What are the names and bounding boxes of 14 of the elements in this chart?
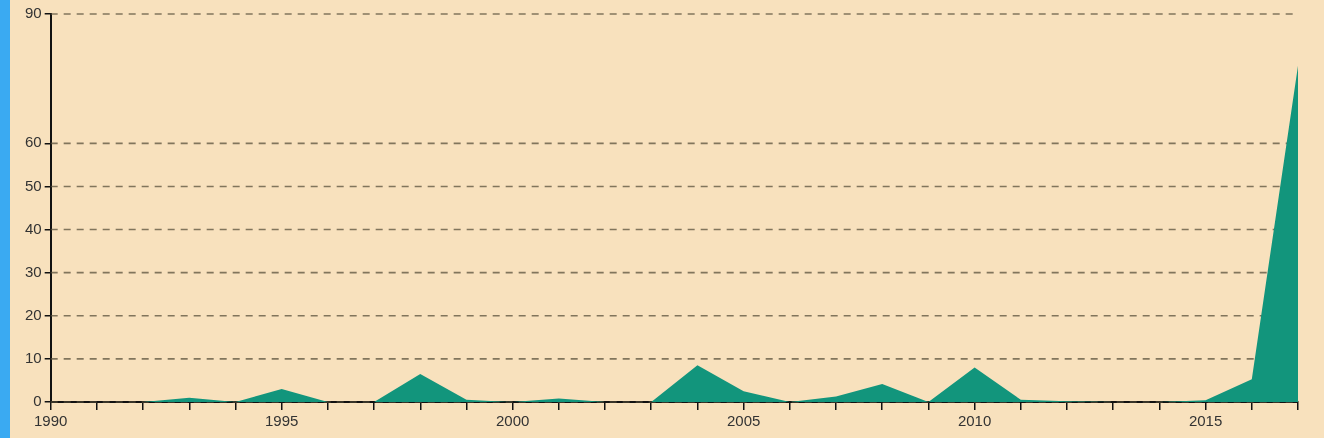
y-tick-label: 10 — [25, 349, 42, 367]
y-tick-label: 30 — [25, 262, 42, 280]
x-tick-label: 2015 — [1188, 412, 1223, 430]
y-tick-label: 90 — [25, 4, 42, 22]
x-tick-label: 1995 — [264, 412, 299, 430]
x-tick-label: 2000 — [495, 412, 530, 430]
x-tick-label: 2005 — [726, 412, 761, 430]
y-tick-label: 0 — [33, 392, 42, 410]
y-tick-label: 60 — [25, 133, 42, 151]
y-tick-label: 40 — [25, 219, 42, 237]
y-tick-label: 50 — [25, 176, 42, 194]
y-tick-label: 20 — [25, 305, 42, 323]
x-tick-label: 2010 — [957, 412, 992, 430]
x-tick-label: 1990 — [34, 412, 68, 430]
